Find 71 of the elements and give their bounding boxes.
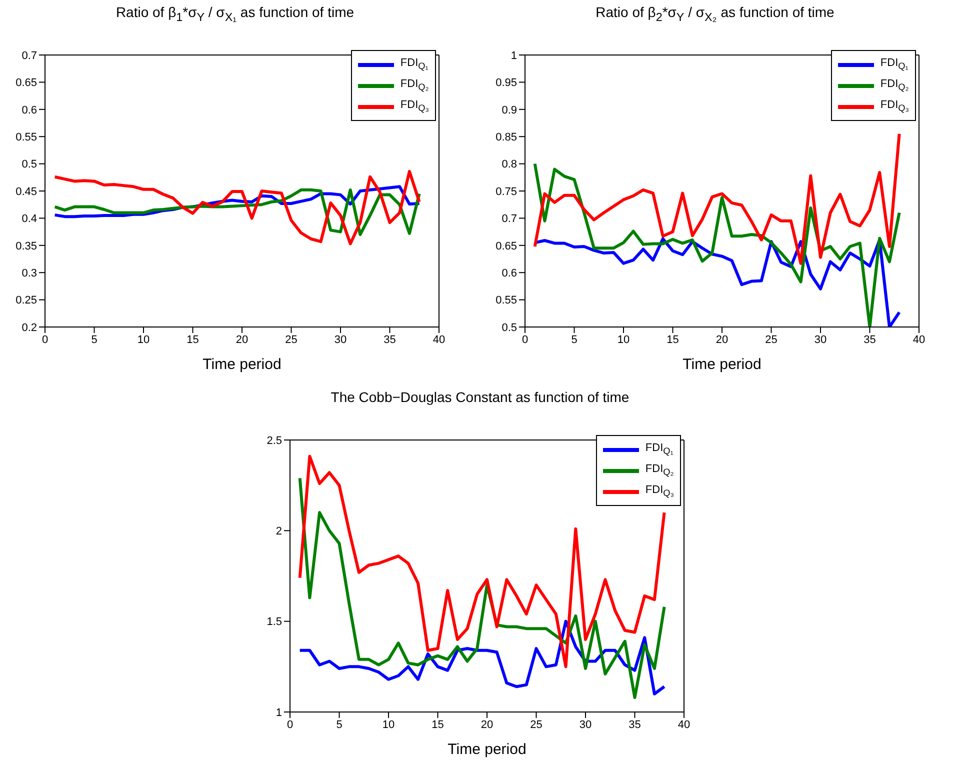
y-tick-label: 0.9 xyxy=(502,104,517,116)
y-tick-label: 2.5 xyxy=(266,434,282,447)
x-tick-label: 5 xyxy=(336,718,342,731)
line-series xyxy=(53,170,421,246)
legend-label: FDI$_{Q₂}$ xyxy=(880,78,909,93)
y-tick-label: 1 xyxy=(510,50,517,62)
x-tick-label: 10 xyxy=(137,334,150,346)
x-tick-label: 35 xyxy=(864,334,876,346)
y-tick-label: 0.2 xyxy=(22,322,37,334)
legend-label: FDI$_{Q₁}$ xyxy=(645,442,674,457)
legend-label: FDI$_{Q₃}$ xyxy=(645,484,674,499)
x-tick-label: 30 xyxy=(814,334,827,346)
y-tick-label: 0.5 xyxy=(22,158,37,171)
x-tick-label: 10 xyxy=(382,718,395,731)
x-tick-label: 30 xyxy=(334,334,347,346)
x-tick-label: 30 xyxy=(579,718,592,731)
x-tick-label: 35 xyxy=(384,334,396,346)
x-tick-label: 15 xyxy=(186,334,199,346)
x-tick-label: 40 xyxy=(678,718,690,731)
y-tick-label: 0.65 xyxy=(496,240,517,252)
y-tick-label: 0.45 xyxy=(16,186,37,198)
y-tick-label: 2 xyxy=(276,526,282,538)
legend-label: FDI$_{Q₁}$ xyxy=(400,57,428,72)
legend-label: FDI$_{Q₃}$ xyxy=(880,99,909,114)
x-tick-label: 10 xyxy=(617,334,630,346)
y-tick-label: 0.55 xyxy=(496,294,517,307)
x-axis-title: Time period xyxy=(202,356,282,373)
y-tick-label: 0.75 xyxy=(496,186,517,198)
y-tick-label: 0.7 xyxy=(22,50,37,62)
chart-title: The Cobb−Douglas Constant as function of time xyxy=(330,388,630,407)
y-tick-label: 0.65 xyxy=(16,77,37,90)
x-tick-label: 5 xyxy=(571,334,578,346)
y-tick-label: 0.5 xyxy=(502,322,517,334)
y-tick-label: 0.8 xyxy=(502,158,517,171)
y-tick-label: 0.35 xyxy=(16,240,37,252)
x-tick-label: 20 xyxy=(236,334,248,346)
x-tick-label: 25 xyxy=(530,718,542,731)
chart-title: Ratio of β$_{1}$*σ$_{Y}$ / σ$_{X₁}$ as function of time xyxy=(114,3,356,26)
x-tick-label: 20 xyxy=(480,718,494,731)
x-axis-title: Time period xyxy=(448,741,526,758)
y-tick-label: 0.25 xyxy=(16,294,37,307)
legend-label: FDI$_{Q₁}$ xyxy=(880,57,908,72)
x-tick-label: 20 xyxy=(716,334,728,346)
line-series xyxy=(533,162,901,327)
x-tick-label: 15 xyxy=(432,718,444,731)
x-tick-label: 40 xyxy=(912,334,926,346)
y-tick-label: 1 xyxy=(276,706,282,719)
line-series xyxy=(533,132,901,265)
y-tick-label: 0.6 xyxy=(502,268,517,280)
x-tick-label: 25 xyxy=(765,334,778,346)
y-tick-label: 0.95 xyxy=(496,77,517,90)
x-tick-label: 40 xyxy=(432,334,446,346)
x-tick-label: 5 xyxy=(91,334,98,346)
x-axis-title: Time period xyxy=(682,356,762,373)
y-tick-label: 0.7 xyxy=(502,213,517,226)
legend-label: FDI$_{Q₂}$ xyxy=(645,463,674,478)
y-tick-label: 0.3 xyxy=(22,268,37,280)
legend-label: FDI$_{Q₃}$ xyxy=(400,99,429,114)
y-tick-label: 0.6 xyxy=(22,104,37,116)
y-tick-label: 0.55 xyxy=(16,132,37,144)
y-tick-label: 0.85 xyxy=(496,132,517,144)
y-tick-label: 0.4 xyxy=(22,213,37,226)
x-tick-label: 0 xyxy=(522,334,528,346)
x-tick-label: 35 xyxy=(628,718,641,731)
y-tick-label: 1.5 xyxy=(266,616,282,628)
chart-title: Ratio of β$_{2}$*σ$_{Y}$ / σ$_{X₂}$ as function of time xyxy=(594,3,836,26)
x-tick-label: 0 xyxy=(42,334,48,346)
legend-label: FDI$_{Q₂}$ xyxy=(400,78,429,93)
x-tick-label: 25 xyxy=(285,334,298,346)
x-tick-label: 15 xyxy=(666,334,679,346)
x-tick-label: 0 xyxy=(286,718,294,731)
